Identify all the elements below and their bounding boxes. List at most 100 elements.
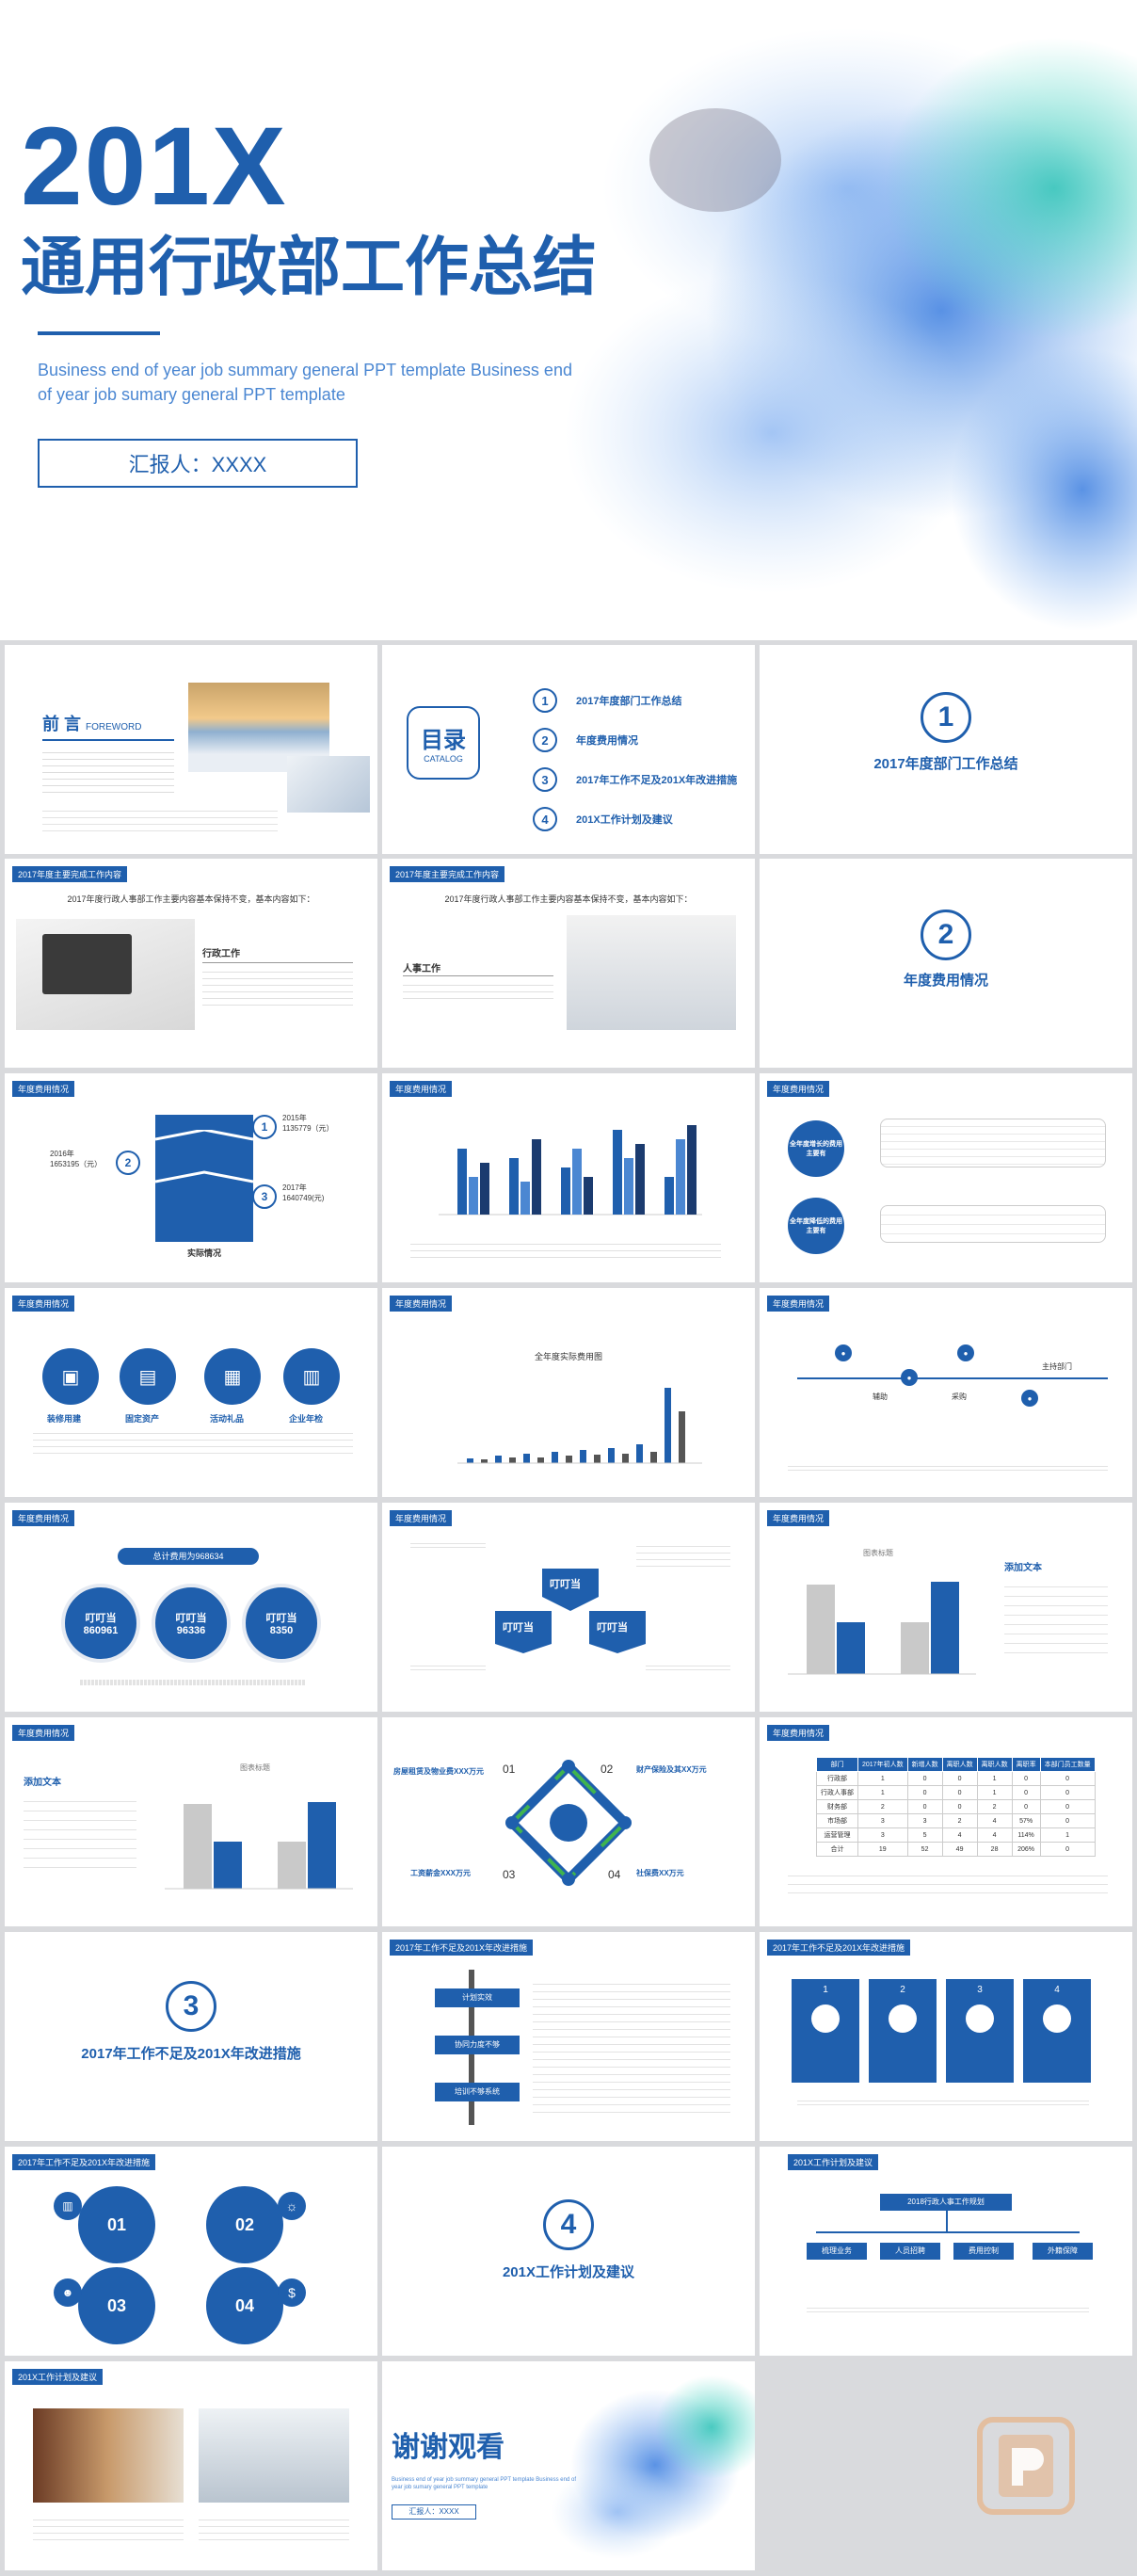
bubble-4: 04 bbox=[206, 2267, 283, 2344]
catalog-item-3[interactable]: 3 2017年工作不足及201X年改进措施 bbox=[533, 760, 737, 799]
block-top: 叮叮当 bbox=[550, 1579, 581, 1590]
slide-total-cost[interactable]: 年度费用情况 总计费用为968634 叮叮当 860961 叮叮当 96336 叮叮… bbox=[5, 1503, 377, 1712]
increase-circle: 全年度增长的费用主要有 bbox=[788, 1120, 844, 1177]
foreword-rule bbox=[42, 739, 174, 741]
slide-process[interactable]: 年度费用情况 ● ● ● ● 辅助 采购 主持部门 bbox=[760, 1288, 1132, 1497]
bubble-2: 02 bbox=[206, 2186, 283, 2263]
slide-tag: 年度费用情况 bbox=[390, 1296, 453, 1312]
slide-staff-table[interactable]: 年度费用情况 部门 2017年初人数 新增人数 离职人数 离职人数 离职率 本部门员工数量 … bbox=[760, 1717, 1132, 1926]
arrow-note-3 bbox=[410, 1663, 486, 1670]
improve-card-1: 1 bbox=[792, 1979, 859, 2083]
slide-chart-text-1[interactable]: 年度费用情况 图表标题 添加文本 bbox=[760, 1503, 1132, 1712]
diamond-text-2: 财产保险及其XX万元 bbox=[636, 1765, 707, 1774]
bar bbox=[537, 1457, 544, 1463]
slide-cost-change[interactable]: 年度费用情况 全年度增长的费用主要有 全年度降低的费用主要有 bbox=[760, 1073, 1132, 1282]
slide-cost-bars[interactable]: 年度费用情况 bbox=[382, 1073, 755, 1282]
slide-arrow-blocks[interactable]: 年度费用情况 叮叮当 叮叮当 叮叮当 bbox=[382, 1503, 755, 1712]
slide-catalog[interactable]: 目录 CATALOG 1 2017年度部门工作总结 2 年度费用情况 3 2017年工… bbox=[382, 645, 755, 854]
laptop-shape bbox=[42, 934, 132, 994]
catalog-item-1[interactable]: 1 2017年度部门工作总结 bbox=[533, 681, 737, 720]
admin-text-lines bbox=[202, 966, 353, 1011]
block-right: 叮叮当 bbox=[597, 1622, 628, 1634]
table-notes bbox=[788, 1868, 1108, 1900]
slide-chart-text-2[interactable]: 年度费用情况 添加文本 图表标题 bbox=[5, 1717, 377, 1926]
slide-cost-chart[interactable]: 年度费用情况 全年度实际费用图 bbox=[382, 1288, 755, 1497]
comparison-chart-2 bbox=[165, 1802, 353, 1890]
bar bbox=[469, 1177, 478, 1215]
bar bbox=[622, 1454, 629, 1463]
catalog-box: 目录 CATALOG bbox=[407, 706, 480, 780]
item-label-2: 固定资产 bbox=[125, 1414, 160, 1424]
total-footer-lines bbox=[80, 1680, 306, 1685]
process-label-2: 采购 bbox=[952, 1393, 967, 1401]
slide-tag: 年度费用情况 bbox=[767, 1081, 830, 1097]
slide-improve-cards[interactable]: 2017年工作不足及201X年改进措施 1 2 3 4 bbox=[760, 1932, 1132, 2141]
slide-diamond[interactable]: 01 02 03 04 房屋租赁及物业费XXX万元 财产保险及其XX万元 工资薪… bbox=[382, 1717, 755, 1926]
catalog-title: 目录 bbox=[421, 728, 466, 753]
bar bbox=[687, 1125, 697, 1215]
improve-item-1: 计划实效 bbox=[435, 1988, 520, 2007]
process-dot-4: ● bbox=[1021, 1390, 1038, 1407]
item-label-4: 企业年检 bbox=[289, 1414, 324, 1424]
slide-section-4[interactable]: 4 201X工作计划及建议 bbox=[382, 2147, 755, 2356]
slide-tag: 2017年度主要完成工作内容 bbox=[12, 866, 128, 882]
slide-section-2[interactable]: 2 年度费用情况 bbox=[760, 859, 1132, 1068]
total-banner: 总计费用为968634 bbox=[118, 1548, 259, 1565]
y2015-label: 2015年 1135779（元） bbox=[282, 1114, 334, 1133]
slide-thanks[interactable]: 谢谢观看 Business end of year job summary ge… bbox=[382, 2361, 755, 2570]
slide-cost-icons[interactable]: 年度费用情况 ▣ ▤ ▦ ▥ 装修用建 固定资产 活动礼品 企业年检 bbox=[5, 1288, 377, 1497]
plan-node-3: 费用控制 bbox=[953, 2243, 1014, 2260]
diamond-text-3: 工资薪金XXX万元 bbox=[410, 1869, 472, 1877]
cover-slide[interactable]: 201X 通用行政部工作总结 Business end of year job … bbox=[0, 0, 1137, 640]
slide-plan-tree[interactable]: 201X工作计划及建议 2018行政人事工作规划 梳理业务 人员招聘 费用控制 … bbox=[760, 2147, 1132, 2356]
chat-icon: ▤ bbox=[120, 1348, 176, 1405]
hero-title: 通用行政部工作总结 bbox=[21, 232, 598, 303]
slide-four-bubbles[interactable]: 2017年工作不足及201X年改进措施 01 02 03 04 ☼ $ ▥ ☻ bbox=[5, 2147, 377, 2356]
slide-section-3[interactable]: 3 2017年工作不足及201X年改进措施 bbox=[5, 1932, 377, 2141]
chart-icon: ▥ bbox=[54, 2192, 82, 2220]
bar bbox=[481, 1459, 488, 1463]
plan-node-2: 人员招聘 bbox=[880, 2243, 940, 2260]
slide-plan-photos[interactable]: 201X工作计划及建议 bbox=[5, 2361, 377, 2570]
catalog-title-en: CATALOG bbox=[424, 754, 463, 764]
catalog-item-4[interactable]: 4 201X工作计划及建议 bbox=[533, 799, 737, 839]
slide-hr-work[interactable]: 2017年度主要完成工作内容 2017年度行政人事部工作主要内容基本保持不变，基… bbox=[382, 859, 755, 1068]
slide-admin-work[interactable]: 2017年度主要完成工作内容 2017年度行政人事部工作主要内容基本保持不变，基… bbox=[5, 859, 377, 1068]
arrow-diagram bbox=[495, 1569, 646, 1653]
slide-tag: 年度费用情况 bbox=[12, 1725, 75, 1741]
bar bbox=[679, 1411, 685, 1463]
slide-heading: 2017年度行政人事部工作主要内容基本保持不变，基本内容如下： bbox=[67, 894, 315, 904]
slide-yearly-cost[interactable]: 年度费用情况 1 2 3 2015年 1135779（元） 2016年 165319… bbox=[5, 1073, 377, 1282]
slide-foreword[interactable]: 前 言 FOREWORD bbox=[5, 645, 377, 854]
bar bbox=[552, 1452, 558, 1463]
table-row: 行政人事部 1 0 0 1 0 0 bbox=[816, 1785, 1096, 1800]
add-text-heading: 添加文本 bbox=[1004, 1563, 1042, 1573]
section-number: 4 bbox=[543, 2199, 594, 2250]
bar bbox=[457, 1149, 467, 1215]
arrow-note-2 bbox=[636, 1540, 730, 1569]
process-label-3: 主持部门 bbox=[1042, 1362, 1072, 1371]
table-row: 合计 19 52 49 28 206% 0 bbox=[816, 1842, 1096, 1857]
reporter-box: 汇报人：XXXX bbox=[38, 439, 358, 488]
cost-marker-3: 3 bbox=[252, 1184, 277, 1209]
plan-root: 2018行政人事工作规划 bbox=[880, 2194, 1012, 2211]
icon-desc-lines bbox=[33, 1427, 353, 1454]
chart-text-lines bbox=[410, 1238, 721, 1261]
dollar-icon: $ bbox=[278, 2278, 306, 2307]
slide-improve-list[interactable]: 2017年工作不足及201X年改进措施 计划实效 协同力度不够 培训不够系统 bbox=[382, 1932, 755, 2141]
bar bbox=[467, 1458, 473, 1463]
briefcase-icon: ▣ bbox=[42, 1348, 99, 1405]
hero-year: 201X bbox=[21, 105, 288, 229]
business-team-photo bbox=[567, 915, 736, 1030]
bubble-3: 03 bbox=[78, 2267, 155, 2344]
bar bbox=[509, 1457, 516, 1463]
catalog-item-2[interactable]: 2 年度费用情况 bbox=[533, 720, 737, 760]
meeting-room-photo bbox=[199, 2408, 349, 2503]
reporter-label: 汇报人：XXXX bbox=[128, 453, 267, 476]
process-footer-lines bbox=[788, 1463, 1108, 1471]
slide-tag: 年度费用情况 bbox=[767, 1510, 830, 1526]
bubble-1: 01 bbox=[78, 2186, 155, 2263]
process-line bbox=[797, 1377, 1108, 1379]
slide-section-1[interactable]: 1 2017年度部门工作总结 bbox=[760, 645, 1132, 854]
watermark-area bbox=[760, 2361, 1132, 2570]
